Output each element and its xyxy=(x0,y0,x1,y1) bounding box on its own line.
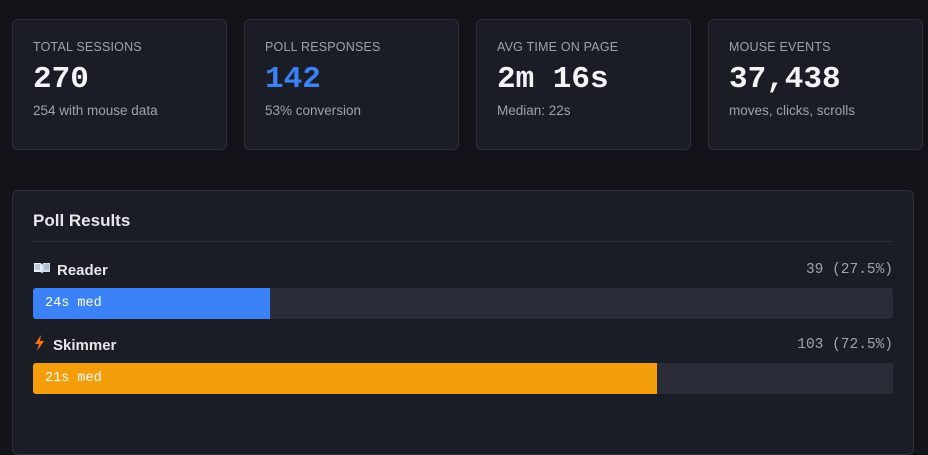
poll-panel: Poll Results Reader 39 (27.5%) 24s med Skim… xyxy=(12,190,914,455)
stat-card: MOUSE EVENTS 37,438 moves, clicks, scrolls xyxy=(708,19,923,150)
option-icon xyxy=(33,261,51,279)
stat-value: 142 xyxy=(265,62,321,97)
option-label: Reader xyxy=(57,261,108,279)
stat-label: MOUSE EVENTS xyxy=(729,40,831,54)
stat-label: AVG TIME ON PAGE xyxy=(497,40,619,54)
stat-sub: Median: 22s xyxy=(497,103,571,118)
option-count: 39 (27.5%) xyxy=(805,262,893,278)
stat-sub: 53% conversion xyxy=(265,103,362,118)
option-icon xyxy=(33,335,47,355)
stat-label: TOTAL SESSIONS xyxy=(33,40,142,54)
option-name: Skimmer xyxy=(33,335,116,355)
stat-label: POLL RESPONSES xyxy=(265,40,381,54)
stat-sub: 254 with mouse data xyxy=(33,103,158,118)
bar-track: 21s med xyxy=(33,363,893,394)
median-label: 21s med xyxy=(45,371,102,386)
poll-option: Reader 39 (27.5%) 24s med xyxy=(33,260,893,319)
stat-card: POLL RESPONSES 142 53% conversion xyxy=(244,19,459,150)
bar-track: 24s med xyxy=(33,288,893,319)
option-label: Skimmer xyxy=(53,336,117,354)
stat-value: 270 xyxy=(33,62,89,97)
option-header: Skimmer 103 (72.5%) xyxy=(33,335,893,355)
stat-card: TOTAL SESSIONS 270 254 with mouse data xyxy=(12,19,227,150)
bar xyxy=(33,363,657,394)
stat-card: AVG TIME ON PAGE 2m 16s Median: 22s xyxy=(476,19,691,150)
option-count: 103 (72.5%) xyxy=(797,337,893,353)
median-label: 24s med xyxy=(45,296,102,311)
poll-title: Poll Results xyxy=(33,211,893,242)
stat-value: 37,438 xyxy=(729,62,841,97)
poll-options: Reader 39 (27.5%) 24s med Skimmer 103 (72.5%… xyxy=(33,260,893,394)
option-name: Reader xyxy=(33,261,108,279)
option-header: Reader 39 (27.5%) xyxy=(33,260,893,280)
poll-option: Skimmer 103 (72.5%) 21s med xyxy=(33,335,893,394)
stat-cards: TOTAL SESSIONS 270 254 with mouse data POLL… xyxy=(12,19,923,150)
stat-value: 2m 16s xyxy=(497,62,609,97)
stat-sub: moves, clicks, scrolls xyxy=(729,103,856,118)
bar xyxy=(33,288,270,319)
